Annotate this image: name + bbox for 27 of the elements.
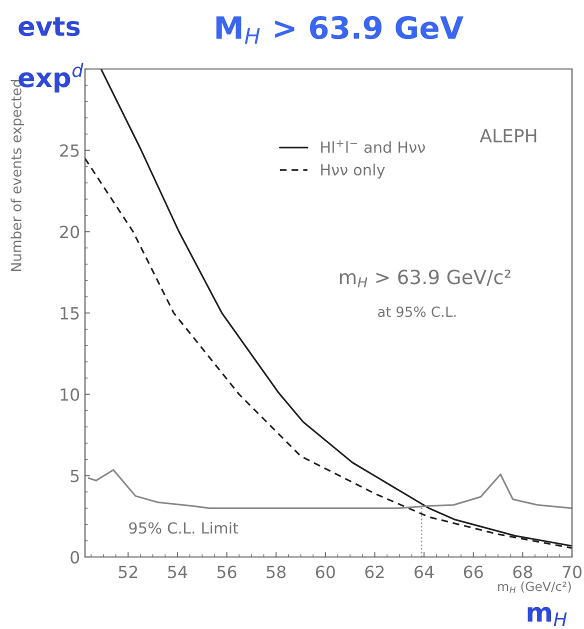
- x-tick-label: 52: [118, 566, 138, 578]
- legend-label: Hl$^{+}$l$^{−}$ and Hνν: [321, 140, 425, 154]
- x-tick-label: 54: [168, 566, 188, 578]
- chart-title: M$_{H}$ > 63.9 GeV: [216, 16, 464, 44]
- y-tick-label: 25: [60, 144, 79, 157]
- x-tick-label: 56: [217, 566, 236, 578]
- text: evts: [18, 17, 80, 36]
- annotation: ALEPH: [480, 129, 536, 142]
- annotation: m$_{H}$ > 63.9 GeV/c²: [340, 270, 510, 288]
- x-tick-label: 60: [316, 566, 335, 578]
- y-tick-label: 15: [60, 307, 79, 320]
- x-tick-label: 66: [464, 566, 483, 578]
- series-label: 95% C.L. Limit: [129, 522, 238, 534]
- x-tick-label: 62: [365, 566, 384, 578]
- x-tick-label: 70: [562, 566, 582, 578]
- legend-label: Hνν only: [321, 164, 385, 179]
- y-tick-label: 10: [60, 388, 80, 401]
- y-tick-label: 5: [70, 470, 79, 482]
- y-tick-label: 0: [70, 550, 80, 564]
- x-tick-label: 58: [266, 566, 286, 578]
- x-axis-title: m$_{H}$ (GeV/c²): [498, 581, 571, 593]
- text: m$_{H}$: [528, 606, 567, 626]
- x-tick-label: 64: [414, 566, 434, 578]
- x-tick-label: 68: [513, 566, 532, 578]
- y-tick-label: 20: [60, 226, 80, 238]
- line-series: [88, 469, 572, 510]
- annotation: at 95% C.L.: [378, 306, 456, 318]
